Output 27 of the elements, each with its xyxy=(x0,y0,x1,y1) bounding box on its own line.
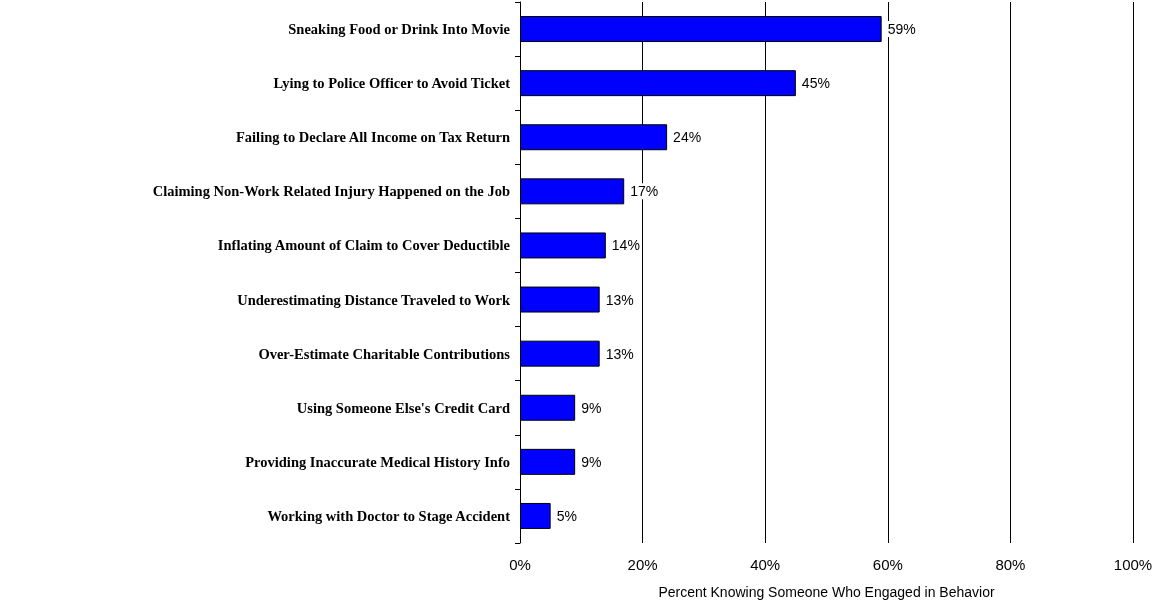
data-label: 9% xyxy=(581,399,602,416)
x-tick-label: 20% xyxy=(627,556,658,573)
y-tick-label: Working with Doctor to Stage Accident xyxy=(267,507,511,524)
data-label: 14% xyxy=(611,237,640,254)
data-label: 59% xyxy=(887,21,916,38)
data-label: 9% xyxy=(581,453,602,470)
y-tick-label: Providing Inaccurate Medical History Info xyxy=(245,453,510,470)
x-axis-title: Percent Knowing Someone Who Engaged in Behavior xyxy=(658,584,995,600)
data-label: 5% xyxy=(556,507,577,524)
data-label: 17% xyxy=(630,183,659,200)
data-label: 45% xyxy=(801,75,830,92)
y-tick-label: Inflating Amount of Claim to Cover Deductible xyxy=(217,237,511,254)
data-label: 13% xyxy=(605,291,634,308)
x-tick-label: 100% xyxy=(1113,556,1153,573)
y-tick-label: Claiming Non-Work Related Injury Happened on the Job xyxy=(152,183,510,200)
data-label: 13% xyxy=(605,345,634,362)
x-tick-label: 40% xyxy=(750,556,781,573)
x-tick-label: 80% xyxy=(995,556,1026,573)
y-tick-label: Using Someone Else's Credit Card xyxy=(296,399,510,416)
y-tick-label: Over-Estimate Charitable Contributions xyxy=(258,345,511,362)
y-tick-label: Sneaking Food or Drink Into Movie xyxy=(288,21,511,38)
y-tick-label: Failing to Declare All Income on Tax Return xyxy=(235,129,510,146)
x-tick-label: 60% xyxy=(872,556,903,573)
data-label: 24% xyxy=(673,129,702,146)
x-tick-label: 0% xyxy=(509,556,531,573)
y-tick-label: Lying to Police Officer to Avoid Ticket xyxy=(273,75,511,92)
y-tick-label: Underestimating Distance Traveled to Work xyxy=(237,291,511,308)
